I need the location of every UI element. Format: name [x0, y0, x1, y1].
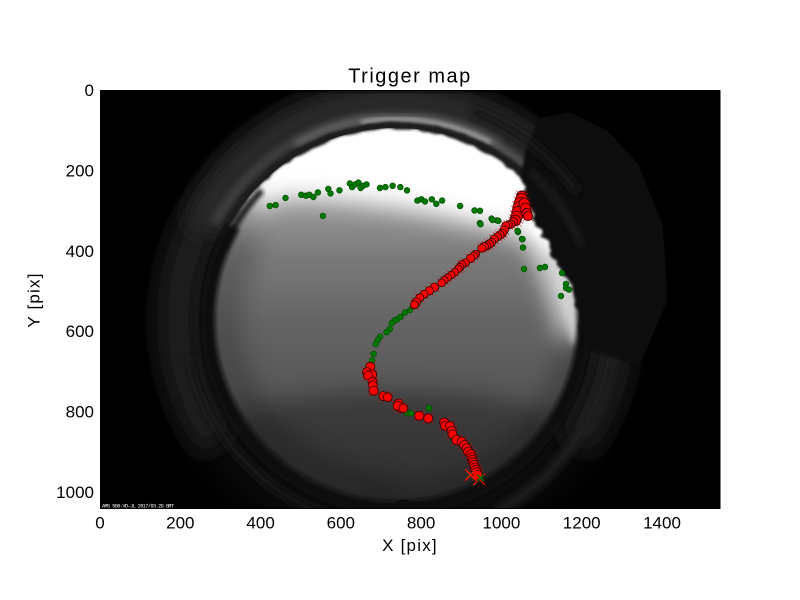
svg-text:Trigger map: Trigger map — [348, 66, 472, 88]
svg-text:400: 400 — [66, 242, 94, 261]
svg-text:800: 800 — [66, 403, 94, 422]
svg-text:600: 600 — [66, 322, 94, 341]
svg-text:200: 200 — [166, 514, 194, 533]
svg-text:400: 400 — [246, 514, 274, 533]
svg-text:1000: 1000 — [56, 483, 94, 502]
svg-text:200: 200 — [66, 161, 94, 180]
svg-text:1200: 1200 — [563, 514, 601, 533]
svg-text:AMS 5G0-VD-JL 2017/03.29 GMT: AMS 5G0-VD-JL 2017/03.29 GMT — [102, 504, 174, 510]
svg-text:X [pix]: X [pix] — [382, 536, 438, 555]
svg-text:1400: 1400 — [643, 514, 681, 533]
svg-text:600: 600 — [327, 514, 355, 533]
svg-text:800: 800 — [407, 514, 435, 533]
svg-text:1000: 1000 — [482, 514, 520, 533]
svg-text:Y [pix]: Y [pix] — [25, 272, 44, 327]
svg-text:0: 0 — [95, 514, 104, 533]
svg-text:0: 0 — [85, 81, 94, 100]
